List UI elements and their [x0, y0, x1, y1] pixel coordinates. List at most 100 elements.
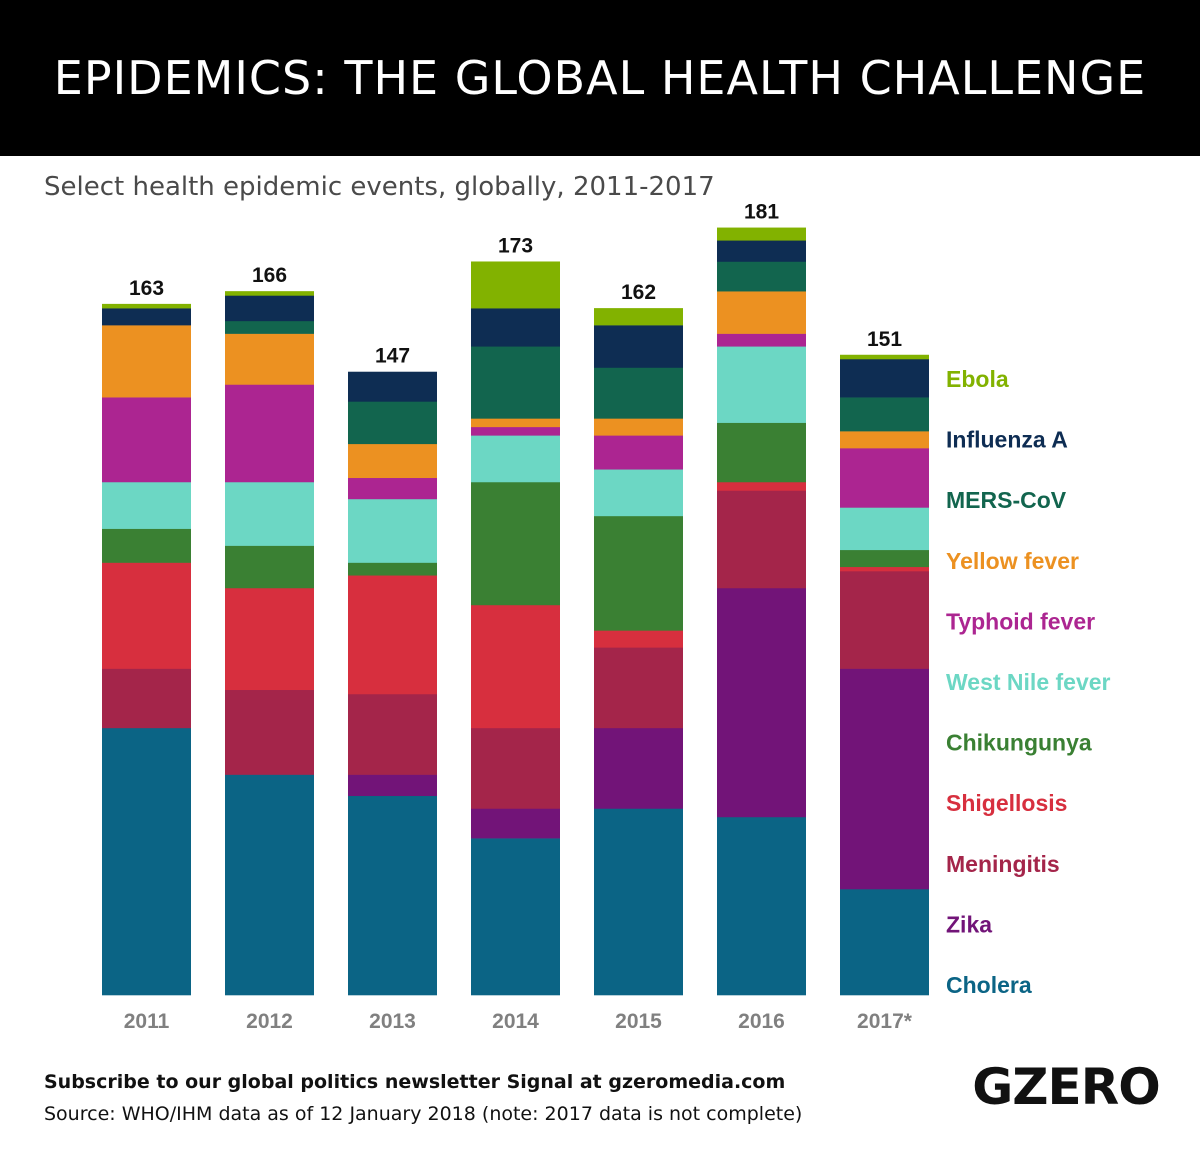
bar-segment-influenza-a-2013	[348, 371, 437, 402]
chart-title: EPIDEMICS: THE GLOBAL HEALTH CHALLENGE	[53, 51, 1147, 105]
bar-segment-west-nile-fever-2017	[840, 507, 929, 551]
bar-segment-shigellosis-2012	[225, 587, 314, 691]
bar-segment-yellow-fever-2014	[471, 418, 560, 428]
bar-segment-yellow-fever-2011	[102, 325, 191, 398]
bar-segment-zika-2015	[594, 727, 683, 809]
bar-segment-typhoid-fever-2013	[348, 477, 437, 500]
legend-label-ebola: Ebola	[946, 366, 1009, 392]
total-label-2013: 147	[375, 345, 410, 368]
bar-segment-influenza-a-2016	[717, 240, 806, 262]
x-tick-label-2013: 2013	[369, 1010, 416, 1033]
total-label-2016: 181	[744, 201, 779, 224]
bar-segment-zika-2016	[717, 587, 806, 818]
bar-segment-influenza-a-2011	[102, 308, 191, 326]
bar-segment-typhoid-fever-2015	[594, 435, 683, 470]
bar-segment-chikungunya-2017	[840, 549, 929, 568]
bar-segment-zika-2013	[348, 774, 437, 797]
bar-segment-chikungunya-2016	[717, 422, 806, 483]
legend-label-zika: Zika	[946, 911, 992, 937]
bar-segment-typhoid-fever-2017	[840, 448, 929, 508]
bar-segment-yellow-fever-2013	[348, 443, 437, 479]
bar-segment-shigellosis-2013	[348, 575, 437, 695]
bar-segment-ebola-2012	[225, 291, 314, 296]
bar-segment-cholera-2015	[594, 808, 683, 996]
bar-segment-ebola-2017	[840, 354, 929, 360]
bar-segment-west-nile-fever-2015	[594, 469, 683, 517]
bar-segment-yellow-fever-2015	[594, 418, 683, 436]
legend-label-mers-cov: MERS-CoV	[946, 487, 1067, 513]
bar-segment-shigellosis-2014	[471, 604, 560, 729]
gzero-logo: GZERO	[972, 1058, 1160, 1116]
bar-segment-meningitis-2016	[717, 490, 806, 589]
bar-segment-ebola-2011	[102, 303, 191, 309]
bar-segment-cholera-2013	[348, 795, 437, 996]
bar-segment-cholera-2011	[102, 727, 191, 996]
bar-segment-mers-cov-2017	[840, 397, 929, 432]
x-tick-label-2012: 2012	[246, 1010, 293, 1033]
bar-segment-meningitis-2012	[225, 689, 314, 775]
total-label-2012: 166	[252, 264, 287, 287]
bar-segment-shigellosis-2017	[840, 566, 929, 572]
bar-segment-shigellosis-2011	[102, 562, 191, 669]
bar-segment-influenza-a-2015	[594, 325, 683, 368]
bar-segment-chikungunya-2015	[594, 515, 683, 631]
bar-segment-meningitis-2011	[102, 668, 191, 729]
bar-segment-typhoid-fever-2016	[717, 333, 806, 347]
bar-segment-mers-cov-2012	[225, 320, 314, 334]
total-label-2014: 173	[498, 235, 533, 258]
bar-segment-mers-cov-2013	[348, 401, 437, 445]
bar-segment-ebola-2016	[717, 227, 806, 241]
x-tick-label-2011: 2011	[124, 1010, 170, 1033]
bar-segment-west-nile-fever-2014	[471, 435, 560, 483]
bar-segment-shigellosis-2016	[717, 481, 806, 491]
legend-label-shigellosis: Shigellosis	[946, 790, 1067, 816]
bar-segment-influenza-a-2014	[471, 308, 560, 347]
bar-segment-mers-cov-2016	[717, 261, 806, 292]
bar-segment-west-nile-fever-2012	[225, 481, 314, 546]
bar-segment-west-nile-fever-2016	[717, 346, 806, 423]
bar-segment-yellow-fever-2017	[840, 431, 929, 449]
bar-segment-chikungunya-2013	[348, 562, 437, 576]
bar-segment-chikungunya-2014	[471, 481, 560, 606]
bar-segment-ebola-2015	[594, 308, 683, 326]
bar-segment-cholera-2016	[717, 816, 806, 996]
legend-label-influenza-a: Influenza A	[946, 427, 1068, 453]
bar-segment-meningitis-2017	[840, 571, 929, 669]
bar-segment-chikungunya-2011	[102, 528, 191, 563]
bar-segment-ebola-2014	[471, 261, 560, 309]
bar-segment-cholera-2012	[225, 774, 314, 996]
bar-segment-typhoid-fever-2012	[225, 384, 314, 483]
bar-segment-yellow-fever-2016	[717, 291, 806, 334]
x-tick-label-2017: 2017*	[857, 1010, 913, 1033]
bar-segment-meningitis-2015	[594, 647, 683, 729]
bar-segment-mers-cov-2015	[594, 367, 683, 419]
bar-segment-cholera-2017	[840, 889, 929, 996]
total-label-2015: 162	[621, 281, 656, 304]
x-tick-label-2014: 2014	[492, 1010, 539, 1033]
bar-segment-chikungunya-2012	[225, 545, 314, 589]
bar-segment-typhoid-fever-2014	[471, 426, 560, 436]
bar-segment-zika-2014	[471, 808, 560, 839]
bar-segment-influenza-a-2017	[840, 359, 929, 398]
bar-segment-yellow-fever-2012	[225, 333, 314, 385]
x-tick-label-2016: 2016	[738, 1010, 785, 1033]
bar-segment-cholera-2014	[471, 838, 560, 996]
bar-segment-meningitis-2013	[348, 693, 437, 775]
header-banner: EPIDEMICS: THE GLOBAL HEALTH CHALLENGE	[0, 0, 1200, 156]
legend-label-west-nile-fever: West Nile fever	[946, 669, 1111, 695]
legend-label-typhoid-fever: Typhoid fever	[946, 608, 1095, 634]
legend-label-cholera: Cholera	[946, 972, 1032, 998]
total-label-2017: 151	[867, 328, 902, 351]
legend-label-chikungunya: Chikungunya	[946, 730, 1092, 756]
legend-label-meningitis: Meningitis	[946, 851, 1060, 877]
bar-segment-zika-2017	[840, 668, 929, 890]
legend-label-yellow-fever: Yellow fever	[946, 548, 1079, 574]
bar-segment-west-nile-fever-2011	[102, 481, 191, 529]
bar-segment-typhoid-fever-2011	[102, 397, 191, 483]
bar-segment-mers-cov-2014	[471, 346, 560, 419]
bar-segment-influenza-a-2012	[225, 295, 314, 322]
source-note: Source: WHO/IHM data as of 12 January 20…	[44, 1103, 803, 1125]
chart-subtitle: Select health epidemic events, globally,…	[44, 172, 715, 202]
bar-segment-west-nile-fever-2013	[348, 498, 437, 563]
